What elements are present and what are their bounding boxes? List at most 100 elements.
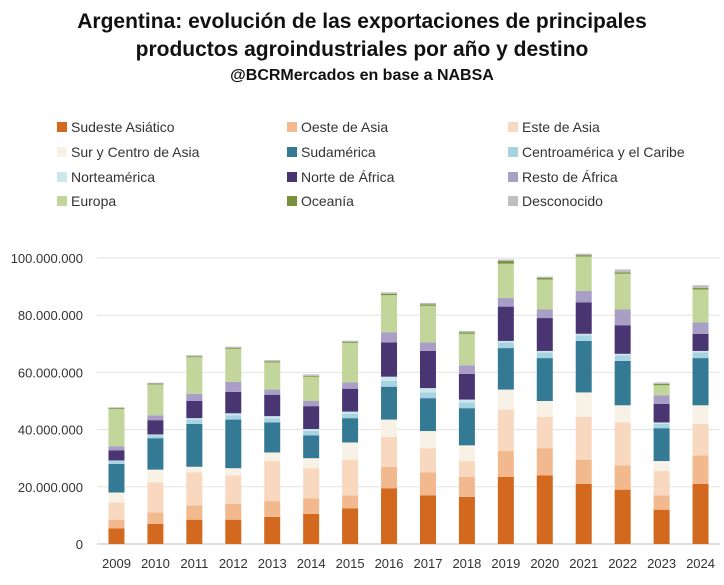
bar-segment-2015-oeste-de-asia — [342, 495, 359, 509]
bar-segment-2018-oceania — [458, 332, 475, 334]
bar-segment-2009-sudeste-asiatico — [108, 528, 125, 544]
bar-segment-2009-resto-de-africa — [108, 446, 125, 451]
bar-segment-2019-oeste-de-asia — [497, 451, 514, 477]
bar-segment-2010-centroamerica-y-el-caribe — [147, 435, 164, 439]
bar-segment-2011-europa — [186, 357, 203, 394]
bar-segment-2010-sudamerica — [147, 438, 164, 470]
bar-segment-2021-europa — [575, 256, 592, 291]
x-tick-label-2010: 2010 — [141, 556, 170, 571]
x-tick-label-2024: 2024 — [686, 556, 715, 571]
x-tick-label-2009: 2009 — [102, 556, 131, 571]
x-tick-label-2011: 2011 — [180, 556, 208, 571]
bar-segment-2019-centroamerica-y-el-caribe — [497, 342, 514, 349]
bar-segment-2011-sur-y-centro-de-asia — [186, 466, 203, 473]
bar-segment-2015-europa — [342, 342, 359, 383]
bar-segment-2022-sudeste-asiatico — [614, 489, 631, 544]
bar-segment-2017-este-de-asia — [419, 448, 436, 473]
chart-subtitle: @BCRMercados en base a NABSA — [230, 67, 494, 84]
bar-segment-2015-sur-y-centro-de-asia — [342, 442, 359, 460]
bar-segment-2018-europa — [458, 333, 475, 366]
legend-label-europa: Europa — [71, 193, 116, 209]
bar-segment-2014-norteamerica — [303, 429, 320, 432]
bar-segment-2013-norteamerica — [264, 416, 281, 419]
bar-segment-2010-resto-de-africa — [147, 415, 164, 421]
bar-segment-2012-desconocido — [225, 346, 242, 349]
bar-segment-2012-sudeste-asiatico — [225, 519, 242, 544]
bar-segment-2018-sudeste-asiatico — [458, 496, 475, 544]
bar-segment-2023-sur-y-centro-de-asia — [653, 461, 670, 472]
bar-segment-2009-centroamerica-y-el-caribe — [108, 461, 125, 464]
legend-label-norte-de-africa: Norte de África — [301, 169, 395, 185]
bar-segment-2024-norteamerica — [692, 350, 709, 353]
legend-label-desconocido: Desconocido — [522, 193, 603, 209]
bar-segment-2015-este-de-asia — [342, 459, 359, 496]
chart-title-line-2: productos agroindustriales por año y des… — [135, 38, 589, 61]
bar-segment-2016-oceania — [381, 293, 398, 296]
x-tick-label-2016: 2016 — [375, 556, 404, 571]
bar-segment-2023-oeste-de-asia — [653, 495, 670, 510]
bar-segment-2014-resto-de-africa — [303, 401, 320, 407]
bar-segment-2018-oeste-de-asia — [458, 476, 475, 497]
bar-segment-2010-desconocido — [147, 382, 164, 384]
bar-segment-2009-oceania — [108, 408, 125, 410]
bar-segment-2016-sudeste-asiatico — [381, 488, 398, 544]
legend-swatch-este-de-asia — [508, 122, 518, 132]
bar-segment-2010-oeste-de-asia — [147, 512, 164, 524]
bar-segment-2009-desconocido — [108, 407, 125, 409]
bar-segment-2010-sur-y-centro-de-asia — [147, 469, 164, 483]
legend-swatch-sur-y-centro-de-asia — [57, 147, 67, 157]
bar-segment-2015-resto-de-africa — [342, 382, 359, 389]
x-tick-label-2019: 2019 — [491, 556, 520, 571]
bar-segment-2024-sudamerica — [692, 358, 709, 406]
bar-segment-2020-norte-de-africa — [536, 318, 553, 351]
bar-segment-2010-este-de-asia — [147, 482, 164, 513]
bar-segment-2009-norteamerica — [108, 460, 125, 462]
bar-segment-2011-oeste-de-asia — [186, 505, 203, 520]
bar-segment-2014-oceania — [303, 375, 320, 377]
x-tick-label-2017: 2017 — [414, 556, 443, 571]
bar-segment-2017-oeste-de-asia — [419, 472, 436, 496]
bar-segment-2023-sudamerica — [653, 428, 670, 462]
bar-segment-2015-norteamerica — [342, 411, 359, 414]
legend-swatch-europa — [57, 196, 67, 206]
legend-label-centroamerica-y-el-caribe: Centroamérica y el Caribe — [522, 144, 685, 160]
bar-segment-2019-oceania — [497, 260, 514, 264]
bar-segment-2022-europa — [614, 273, 631, 310]
bar-segment-2016-sur-y-centro-de-asia — [381, 419, 398, 437]
bar-segment-2014-este-de-asia — [303, 468, 320, 499]
bar-segment-2020-oceania — [536, 278, 553, 280]
x-tick-label-2020: 2020 — [530, 556, 559, 571]
bar-segment-2014-sudamerica — [303, 435, 320, 459]
legend-swatch-sudamerica — [287, 147, 297, 157]
bar-segment-2015-norte-de-africa — [342, 388, 359, 412]
bar-segment-2014-oeste-de-asia — [303, 498, 320, 514]
bar-segment-2024-norte-de-africa — [692, 333, 709, 351]
bar-segment-2011-desconocido — [186, 355, 203, 357]
x-tick-label-2018: 2018 — [452, 556, 481, 571]
bar-segment-2020-sur-y-centro-de-asia — [536, 401, 553, 417]
bar-segment-2013-oceania — [264, 361, 281, 363]
bar-segment-2014-desconocido — [303, 374, 320, 376]
bar-segment-2020-este-de-asia — [536, 416, 553, 449]
legend-swatch-oeste-de-asia — [287, 122, 297, 132]
x-tick-label-2022: 2022 — [608, 556, 637, 571]
bar-segment-2011-este-de-asia — [186, 472, 203, 506]
bar-segment-2013-europa — [264, 362, 281, 390]
bar-segment-2012-resto-de-africa — [225, 381, 242, 392]
bar-segment-2024-este-de-asia — [692, 423, 709, 456]
bar-segment-2011-resto-de-africa — [186, 393, 203, 401]
bar-segment-2016-desconocido — [381, 292, 398, 294]
bar-segment-2024-desconocido — [692, 285, 709, 289]
bar-segment-2019-resto-de-africa — [497, 298, 514, 307]
bar-segment-2022-sudamerica — [614, 360, 631, 406]
bar-segment-2015-centroamerica-y-el-caribe — [342, 413, 359, 419]
bar-segment-2021-este-de-asia — [575, 416, 592, 460]
bar-segment-2016-resto-de-africa — [381, 332, 398, 343]
bar-segment-2017-norteamerica — [419, 388, 436, 393]
bar-segment-2019-desconocido — [497, 259, 514, 261]
bar-segment-2020-norteamerica — [536, 350, 553, 353]
bar-segment-2012-sudamerica — [225, 419, 242, 469]
bar-segment-2017-sudamerica — [419, 398, 436, 432]
